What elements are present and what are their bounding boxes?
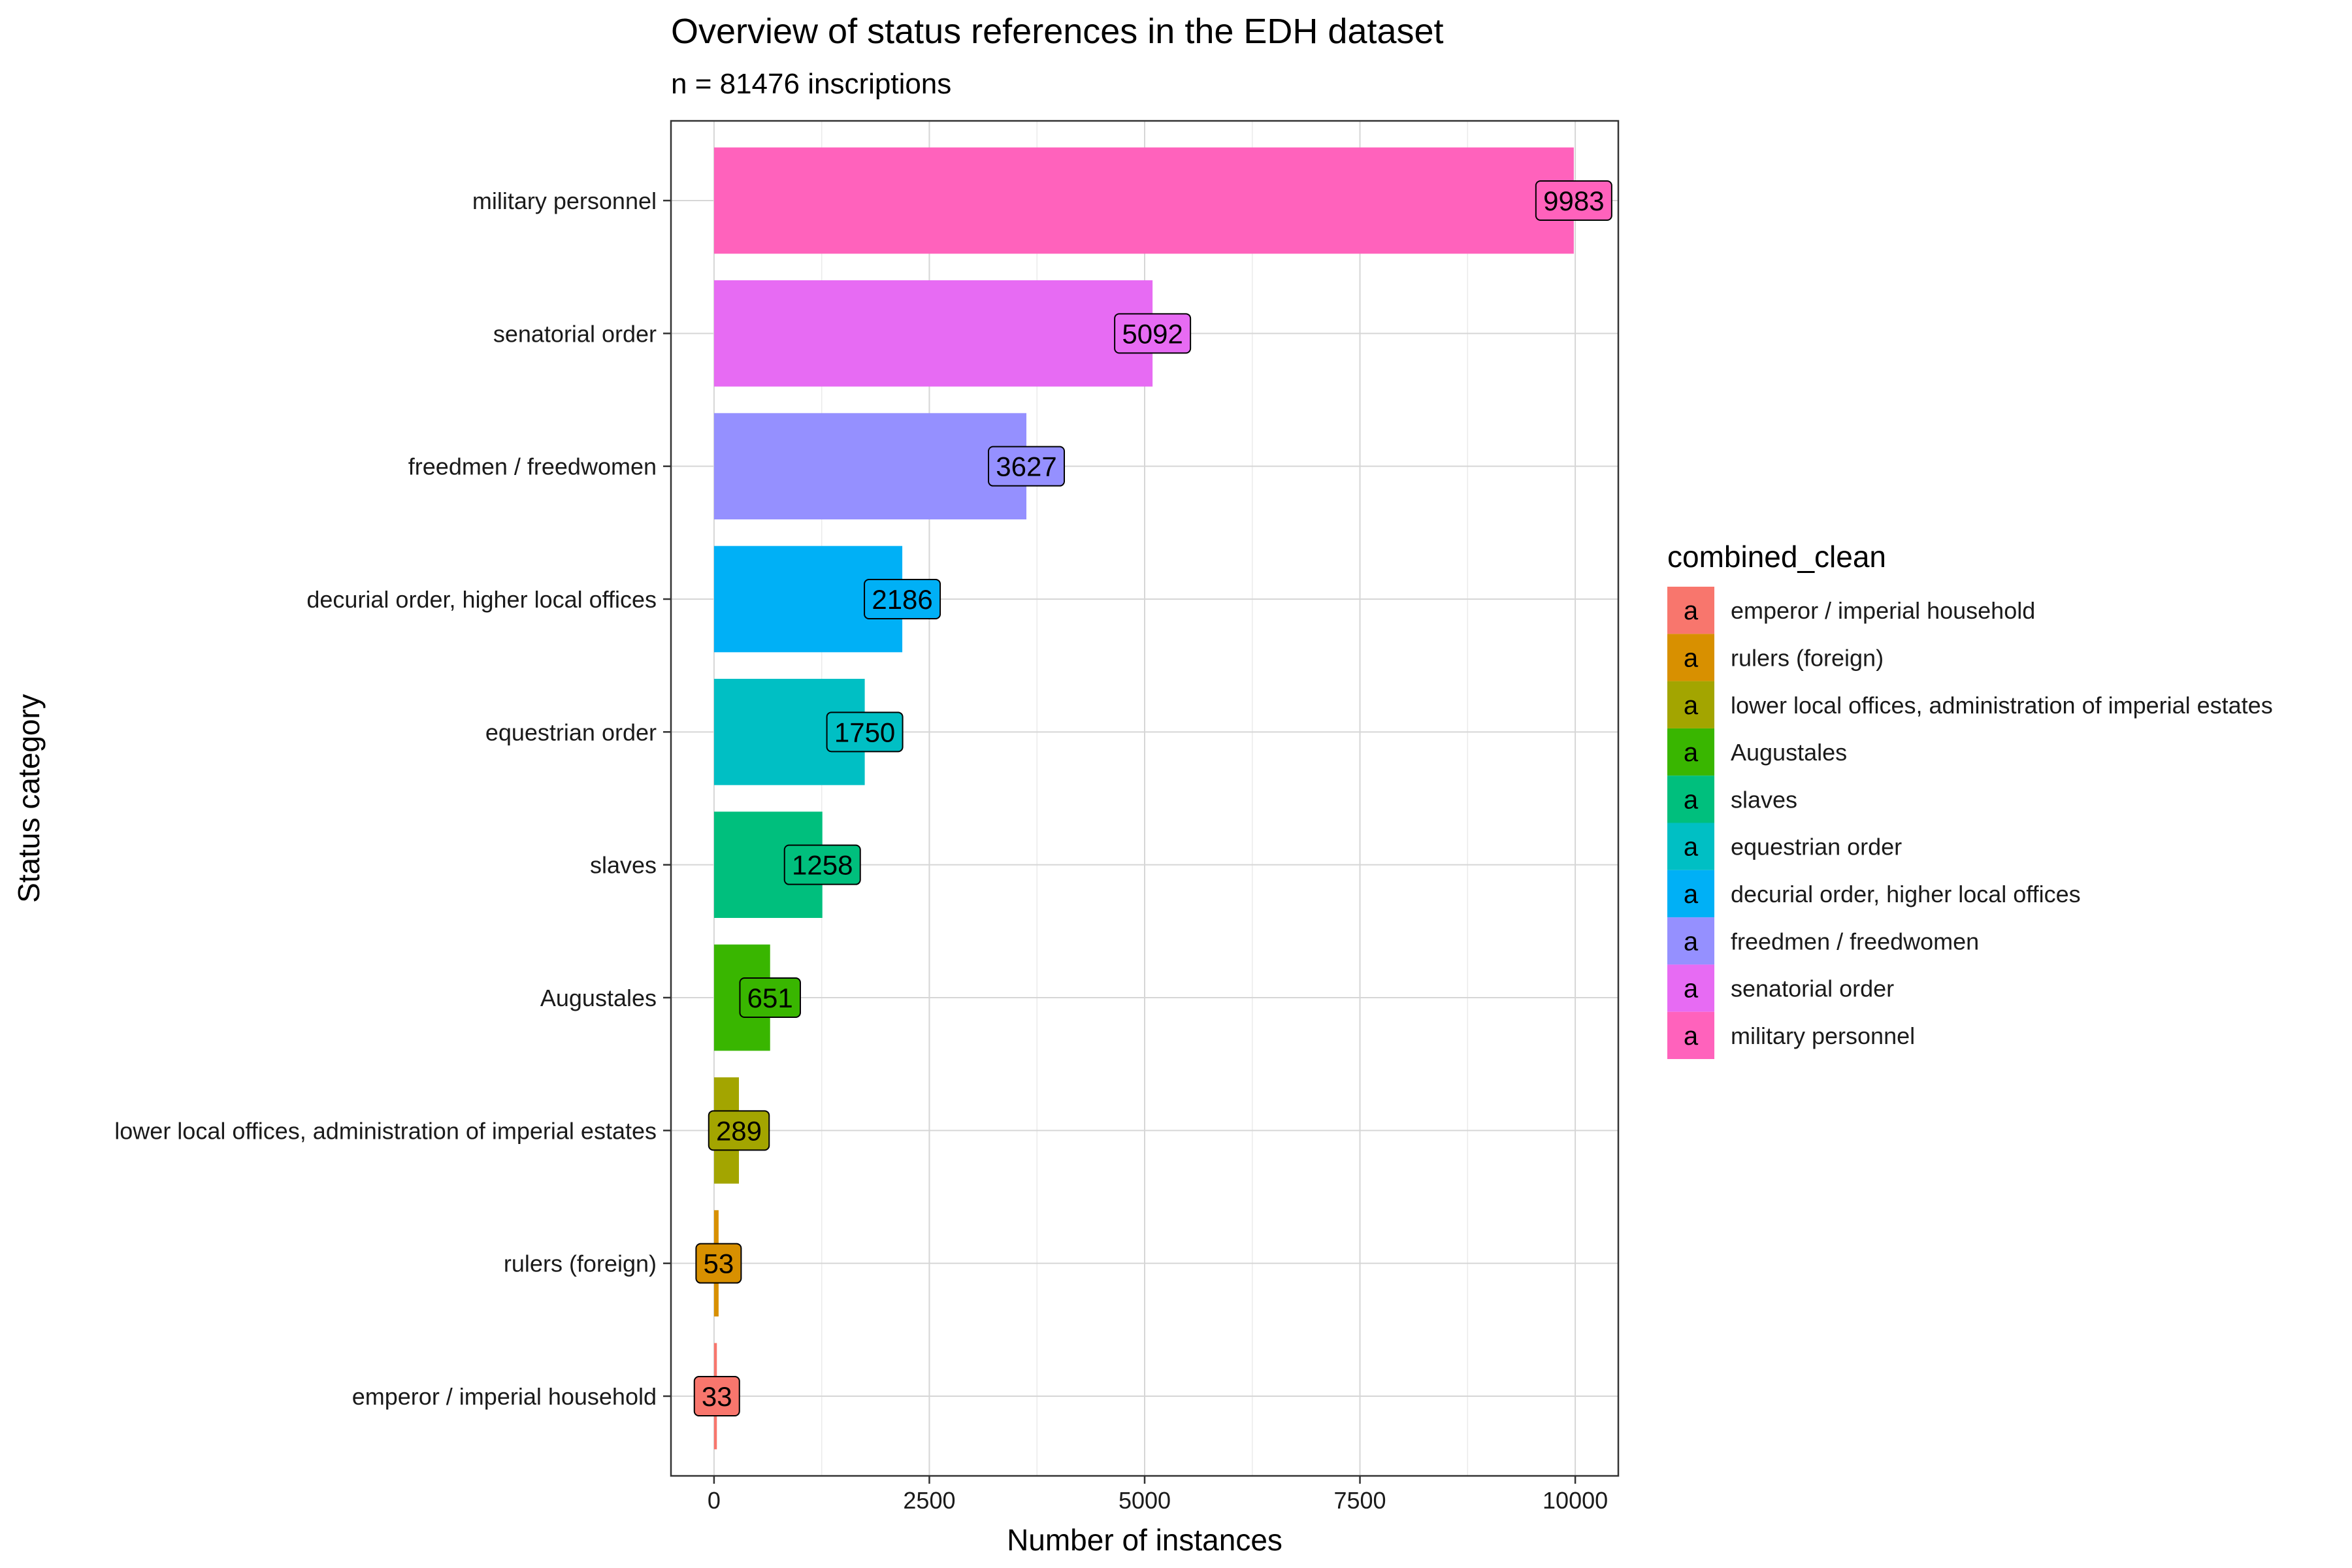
data-label: 9983 (1543, 186, 1604, 216)
data-label: 1258 (792, 850, 853, 881)
legend-key-glyph: a (1684, 833, 1699, 862)
legend-key (1667, 587, 1714, 634)
legend-label: slaves (1731, 786, 1797, 813)
data-label: 2186 (872, 584, 932, 615)
legend-key-glyph: a (1684, 785, 1699, 814)
x-tick-label: 0 (708, 1487, 721, 1514)
y-tick-label: slaves (590, 852, 657, 879)
legend-key-glyph: a (1684, 1022, 1699, 1051)
legend-key-glyph: a (1684, 975, 1699, 1004)
data-label: 3627 (996, 451, 1056, 482)
bar (713, 413, 1027, 519)
y-axis-title: Status category (12, 694, 46, 903)
data-label: 5092 (1122, 318, 1183, 349)
y-tick-label: lower local offices, administration of i… (114, 1117, 657, 1144)
legend-label: military personnel (1731, 1022, 1915, 1049)
y-axis-ticks: emperor / imperial household rulers (fore… (114, 188, 671, 1410)
data-label-box (1114, 313, 1192, 354)
data-label-box (826, 711, 904, 753)
y-tick-label: equestrian order (485, 719, 657, 745)
legend: combined_clean a emperor / imperial house… (1667, 540, 2273, 1059)
legend-label: freedmen / freedwomen (1731, 928, 1979, 955)
data-label: 289 (716, 1115, 762, 1146)
legend-key-glyph: a (1684, 596, 1699, 625)
x-axis-ticks: 0 2500 5000 7500 10000 (708, 1476, 1608, 1514)
legend-key-glyph: a (1684, 880, 1699, 909)
data-label-box (783, 844, 861, 885)
bar (713, 147, 1574, 254)
chart-title: Overview of status references in the EDH… (671, 12, 1444, 51)
legend-key (1667, 776, 1714, 823)
x-tick-label: 7500 (1333, 1487, 1386, 1514)
legend-title: combined_clean (1667, 540, 1886, 574)
legend-key-glyph: a (1684, 691, 1699, 720)
legend-label: equestrian order (1731, 834, 1902, 860)
legend-key (1667, 728, 1714, 776)
legend-key (1667, 823, 1714, 870)
y-tick-label: rulers (foreign) (504, 1250, 657, 1277)
y-tick-label: freedmen / freedwomen (408, 453, 657, 480)
legend-label: Augustales (1731, 739, 1847, 766)
legend-key-glyph: a (1684, 927, 1699, 956)
bar (713, 280, 1153, 387)
x-axis-title: Number of instances (1007, 1523, 1282, 1557)
legend-key (1667, 681, 1714, 728)
y-tick-label: senatorial order (493, 320, 657, 347)
x-tick-label: 2500 (903, 1487, 955, 1514)
chart-subtitle: n = 81476 inscriptions (671, 68, 951, 100)
legend-key (1667, 1011, 1714, 1059)
data-label: 33 (702, 1381, 732, 1412)
legend-key (1667, 870, 1714, 918)
y-tick-label: military personnel (472, 188, 657, 214)
data-labels: 33 53 289 651 1258 1750 2186 3627 5092 9983 (693, 180, 1612, 1416)
legend-label: rulers (foreign) (1731, 644, 1884, 671)
legend-label: decurial order, higher local offices (1731, 881, 2081, 907)
data-label: 53 (704, 1249, 734, 1279)
bars (713, 147, 1574, 1450)
legend-key (1667, 917, 1714, 965)
y-tick-label: Augustales (540, 985, 657, 1011)
legend-key-glyph: a (1684, 644, 1699, 672)
data-label: 1750 (834, 717, 895, 747)
data-label-box (864, 579, 941, 619)
legend-key (1667, 964, 1714, 1012)
data-label-box (1535, 180, 1612, 221)
data-label-box (988, 446, 1066, 487)
x-tick-label: 10000 (1543, 1487, 1608, 1514)
legend-label: lower local offices, administration of i… (1731, 692, 2273, 719)
x-tick-label: 5000 (1119, 1487, 1171, 1514)
data-label-box (693, 1376, 740, 1416)
legend-key (1667, 634, 1714, 681)
y-tick-label: decurial order, higher local offices (306, 586, 657, 613)
data-label-box (739, 977, 801, 1018)
data-label-box (708, 1110, 770, 1151)
legend-label: senatorial order (1731, 975, 1894, 1002)
data-label: 651 (747, 983, 793, 1013)
legend-label: emperor / imperial household (1731, 597, 2035, 624)
data-label-box (695, 1243, 742, 1284)
y-tick-label: emperor / imperial household (352, 1383, 657, 1410)
legend-key-glyph: a (1684, 738, 1699, 767)
legend-items: a emperor / imperial household a rulers (fo… (1667, 587, 2273, 1059)
